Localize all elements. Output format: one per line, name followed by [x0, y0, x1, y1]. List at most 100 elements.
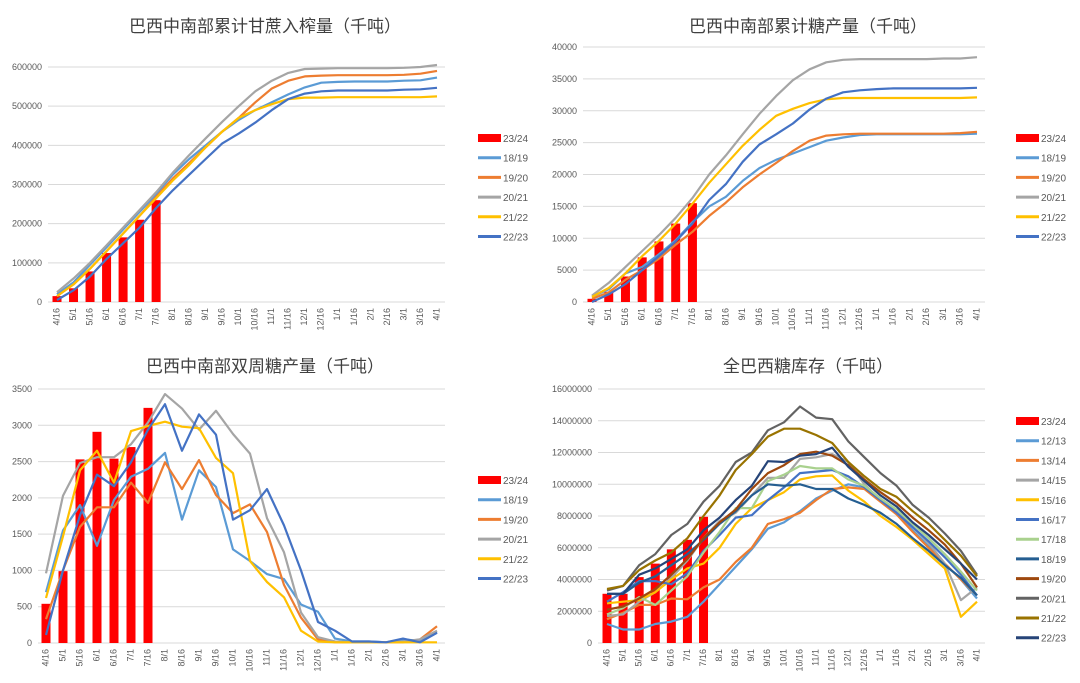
y-tick-label: 0: [587, 638, 592, 648]
chart-title: 巴西中南部双周糖产量（千吨）: [146, 357, 384, 377]
x-tick-label: 9/16: [754, 308, 764, 326]
series-line-17-18: [606, 464, 978, 616]
x-tick-label: 5/16: [84, 308, 94, 326]
y-tick-label: 16000000: [552, 384, 592, 394]
x-tick-label: 12/16: [316, 308, 326, 331]
y-tick-label: 500: [17, 602, 32, 612]
legend-label: 20/21: [1041, 594, 1066, 605]
x-tick-label: 12/16: [312, 649, 322, 672]
series-line-19-20: [56, 69, 438, 297]
x-tick-label: 9/16: [762, 649, 772, 667]
x-tick-label: 4/1: [971, 308, 981, 321]
x-tick-label: 8/1: [167, 308, 177, 321]
y-tick-label: 14000000: [552, 416, 592, 426]
chart-1: 巴西中南部累计甘蔗入榨量（千吨） 0 100000 200000 300000 40000…: [12, 17, 529, 331]
x-tick-label: 6/16: [108, 649, 118, 667]
bar-23-24: [92, 431, 102, 643]
y-tick-label: 25000: [552, 138, 577, 148]
x-tick-label: 5/16: [634, 649, 644, 667]
legend-label: 12/13: [1041, 437, 1066, 448]
legend-label: 21/22: [1041, 614, 1066, 625]
legend-label: 22/23: [1041, 634, 1066, 645]
x-tick-label: 5/1: [603, 308, 613, 321]
bar-23-24: [143, 407, 153, 643]
legend-label: 19/20: [1041, 173, 1066, 184]
legend-swatch: [478, 476, 501, 484]
series-line-18-19: [607, 483, 978, 597]
y-tick-label: 0: [27, 638, 32, 648]
x-tick-label: 10/1: [227, 649, 237, 667]
chart-4: 全巴西糖库存（千吨） 0 2000000 4000000 6000000 8000000 1…: [552, 357, 1067, 672]
y-tick-label: 3500: [12, 384, 32, 394]
chart-3: 巴西中南部双周糖产量（千吨） 0 500 1000 1500 2000 2500 3000 35…: [12, 357, 528, 672]
x-tick-label: 2/16: [382, 308, 392, 326]
x-tick-label: 3/1: [398, 308, 408, 321]
bar-23-24: [637, 257, 647, 302]
legend-label: 18/19: [503, 496, 528, 507]
legend-label: 22/23: [503, 575, 528, 586]
bar-23-24: [654, 241, 664, 302]
y-tick-label: 40000: [552, 42, 577, 52]
x-tick-label: 2/16: [923, 649, 933, 667]
y-tick-label: 10000: [552, 233, 577, 243]
chart-title: 全巴西糖库存（千吨）: [723, 357, 893, 377]
bar-23-24: [687, 203, 697, 302]
x-tick-label: 1/16: [346, 649, 356, 667]
y-tick-label: 4000000: [557, 575, 592, 585]
legend-label: 22/23: [1041, 233, 1066, 244]
x-tick-label: 10/1: [771, 308, 781, 326]
chart-title: 巴西中南部累计糖产量（千吨）: [689, 17, 927, 37]
legend-label: 21/22: [503, 555, 528, 566]
x-tick-label: 1/1: [332, 308, 342, 321]
series-line-22-23: [591, 86, 978, 304]
bar-23-24: [634, 577, 644, 643]
y-tick-label: 6000000: [557, 543, 592, 553]
bar-23-24: [666, 549, 676, 643]
legend-label: 20/21: [503, 535, 528, 546]
x-tick-label: 10/1: [233, 308, 243, 326]
x-tick-label: 6/16: [117, 308, 127, 326]
x-tick-label: 7/16: [142, 649, 152, 667]
bar-23-24: [109, 458, 119, 643]
bar-23-24: [620, 276, 630, 302]
x-tick-label: 11/1: [811, 649, 821, 666]
x-tick-label: 1/16: [888, 308, 898, 326]
x-tick-label: 12/16: [859, 649, 869, 672]
bar-23-24: [126, 447, 136, 643]
legend-label: 20/21: [1041, 193, 1066, 204]
x-tick-label: 7/16: [151, 308, 161, 326]
chart-2: 巴西中南部累计糖产量（千吨） 0 5000 10000 15000 20000 25000 3…: [552, 17, 1066, 331]
x-tick-label: 6/1: [91, 649, 101, 662]
y-tick-label: 15000: [552, 201, 577, 211]
x-tick-label: 8/16: [730, 649, 740, 667]
y-tick-label: 8000000: [557, 511, 592, 521]
x-tick-label: 3/16: [955, 649, 965, 667]
legend-label: 23/24: [503, 134, 528, 145]
x-tick-label: 8/1: [704, 308, 714, 321]
x-tick-label: 5/16: [620, 308, 630, 326]
chart-title: 巴西中南部累计甘蔗入榨量（千吨）: [129, 17, 401, 37]
legend-swatch: [478, 134, 501, 142]
series-line-16-17: [606, 468, 978, 603]
y-tick-label: 10000000: [552, 479, 592, 489]
legend-label: 15/16: [1041, 496, 1066, 507]
x-tick-label: 6/1: [637, 308, 647, 321]
x-tick-label: 3/1: [397, 649, 407, 662]
x-tick-label: 8/16: [720, 308, 730, 326]
x-tick-label: 8/16: [184, 308, 194, 326]
y-tick-label: 30000: [552, 106, 577, 116]
series-line-20-21: [606, 405, 978, 592]
series-line-21-22: [56, 95, 438, 297]
y-tick-label: 100000: [12, 258, 42, 268]
x-tick-label: 11/1: [261, 649, 271, 666]
x-tick-label: 5/1: [68, 308, 78, 321]
x-tick-label: 6/16: [666, 649, 676, 667]
legend-label: 14/15: [1041, 476, 1066, 487]
x-tick-label: 7/1: [682, 649, 692, 662]
x-tick-label: 7/1: [125, 649, 135, 662]
x-tick-label: 7/16: [687, 308, 697, 326]
x-tick-label: 2/1: [365, 308, 375, 321]
series-line-20-21: [591, 56, 978, 297]
legend-label: 21/22: [1041, 213, 1066, 224]
